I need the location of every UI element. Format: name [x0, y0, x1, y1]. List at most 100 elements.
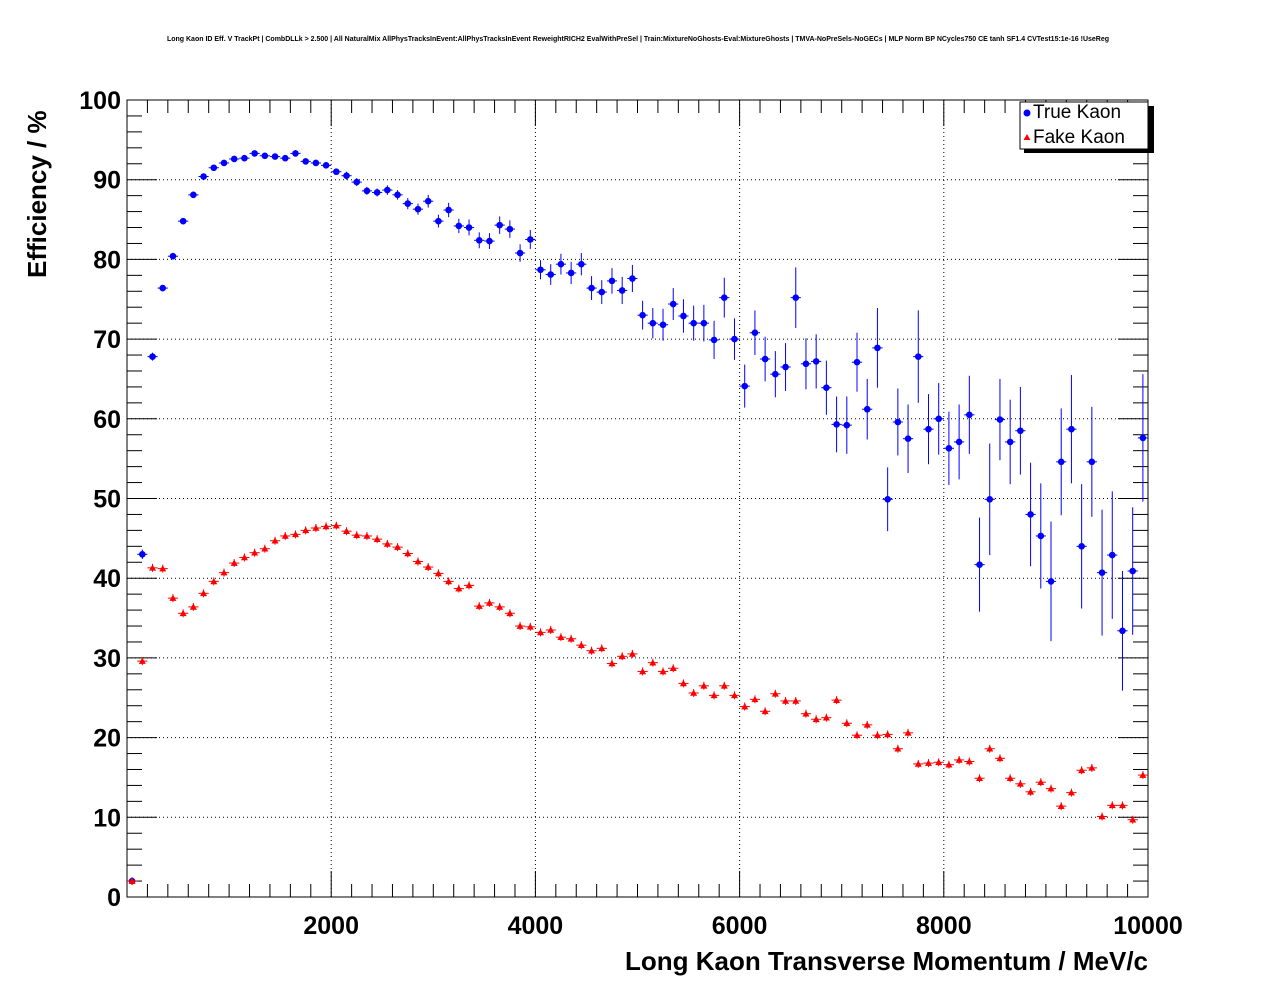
- data-point: [629, 275, 636, 282]
- data-point: [200, 173, 207, 180]
- data-point: [659, 321, 667, 329]
- data-point: [986, 745, 994, 752]
- data-point: [149, 353, 156, 360]
- data-point: [567, 269, 575, 277]
- data-point: [240, 553, 248, 561]
- data-point: [526, 623, 534, 630]
- data-point: [496, 603, 504, 610]
- data-point: [251, 549, 259, 556]
- data-point: [169, 594, 177, 601]
- data-point: [332, 522, 340, 529]
- data-point: [139, 550, 146, 558]
- data-point: [1139, 771, 1147, 778]
- data-point: [159, 565, 167, 572]
- data-point: [700, 319, 708, 327]
- data-point: [475, 602, 483, 609]
- data-point: [720, 682, 728, 689]
- data-point: [281, 532, 289, 539]
- data-point: [455, 585, 463, 592]
- data-point: [639, 667, 647, 675]
- legend-label-true-kaon: True Kaon: [1033, 102, 1121, 123]
- data-point: [924, 759, 932, 766]
- data-point: [700, 682, 708, 689]
- data-point: [741, 703, 749, 710]
- data-point: [281, 154, 289, 162]
- data-point: [812, 358, 820, 365]
- data-point: [1047, 578, 1055, 585]
- data-point: [669, 664, 677, 672]
- data-point: [373, 189, 381, 196]
- y-tick-label: 90: [93, 167, 121, 195]
- y-tick-label: 50: [93, 486, 121, 514]
- data-point: [873, 731, 881, 739]
- data-point: [445, 577, 453, 585]
- data-point: [577, 641, 585, 648]
- data-point: [210, 164, 218, 172]
- data-point: [363, 187, 371, 195]
- data-point: [884, 730, 892, 738]
- data-point: [1088, 764, 1096, 771]
- data-point: [567, 635, 575, 642]
- data-point: [353, 531, 361, 538]
- data-point: [925, 425, 932, 433]
- data-point: [588, 647, 596, 654]
- data-point: [230, 559, 238, 566]
- data-point: [792, 294, 800, 301]
- data-point: [730, 691, 738, 699]
- data-point: [904, 435, 912, 443]
- data-point: [149, 564, 157, 571]
- data-point: [751, 329, 759, 337]
- data-point: [782, 697, 790, 704]
- data-point: [414, 205, 422, 213]
- y-tick-label: 70: [93, 326, 121, 354]
- y-tick-label: 40: [93, 565, 121, 593]
- data-point: [863, 405, 871, 413]
- data-point: [322, 162, 330, 169]
- data-point: [1037, 532, 1045, 540]
- data-point: [312, 524, 320, 531]
- data-series: [127, 150, 1148, 886]
- data-point: [445, 206, 452, 214]
- data-point: [383, 540, 391, 547]
- data-point: [659, 667, 667, 675]
- plot-frame: [126, 99, 1149, 898]
- data-point: [292, 150, 299, 157]
- data-point: [802, 360, 810, 368]
- data-point: [485, 599, 493, 606]
- data-point: [179, 217, 187, 225]
- data-point: [822, 714, 830, 721]
- data-point: [465, 581, 473, 589]
- data-point: [424, 563, 432, 570]
- data-point: [363, 532, 371, 539]
- data-point: [720, 294, 728, 301]
- data-point: [230, 155, 238, 163]
- data-point: [1027, 788, 1035, 795]
- data-point: [965, 758, 973, 765]
- x-axis-title: Long Kaon Transverse Momentum / MeV/c: [625, 946, 1148, 976]
- data-point: [455, 222, 463, 230]
- data-point: [394, 543, 402, 550]
- data-point: [1027, 511, 1034, 518]
- data-point: [251, 150, 258, 157]
- data-point: [312, 159, 320, 167]
- data-point: [1047, 785, 1055, 792]
- data-point: [404, 200, 412, 207]
- data-point: [772, 370, 779, 378]
- data-point: [628, 650, 636, 657]
- data-point: [537, 266, 544, 274]
- data-point: [506, 225, 514, 233]
- data-point: [945, 444, 953, 452]
- data-point: [220, 569, 228, 576]
- y-tick-label: 0: [107, 884, 121, 912]
- data-point: [373, 535, 381, 542]
- y-tick-label: 30: [93, 645, 121, 673]
- y-tick-label: 60: [93, 406, 121, 434]
- data-point: [853, 731, 861, 739]
- data-point: [792, 697, 800, 704]
- data-point: [537, 628, 545, 636]
- data-point: [1119, 627, 1126, 635]
- series-true-kaon: [127, 150, 1148, 885]
- data-point: [955, 756, 963, 763]
- y-tick-label: 100: [79, 87, 121, 115]
